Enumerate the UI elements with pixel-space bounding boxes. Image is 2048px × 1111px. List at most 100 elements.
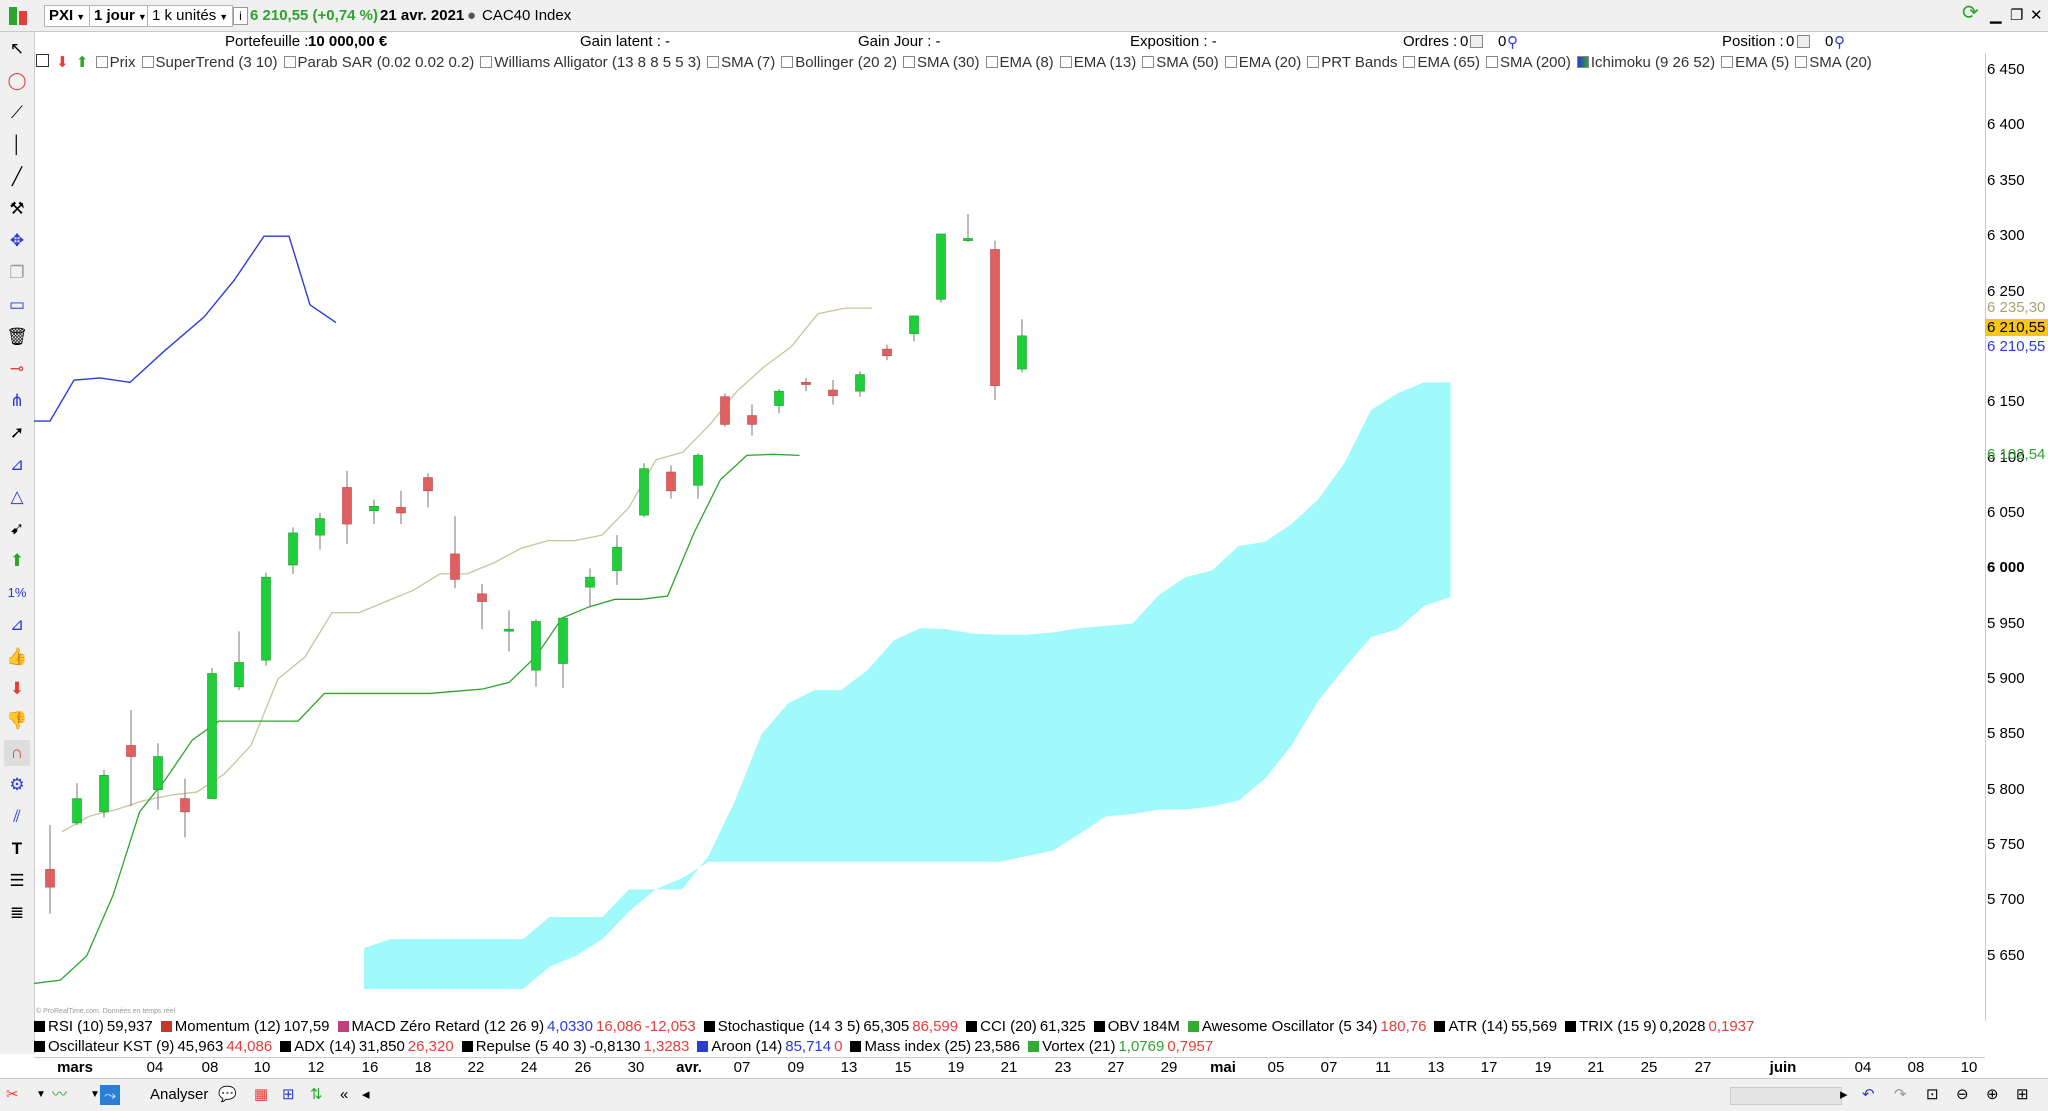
indicator-toggle[interactable]: SMA (50): [1142, 54, 1219, 71]
checkbox-icon[interactable]: [781, 56, 794, 68]
horizontal-line-icon[interactable]: ⊸: [9, 359, 25, 378]
checkbox-icon[interactable]: [95, 56, 108, 68]
indicator-summary[interactable]: CCI (20) 61,325: [966, 1018, 1086, 1035]
down-arrow-tool-icon[interactable]: ⬇: [9, 679, 25, 698]
analyser-button[interactable]: Analyser: [150, 1086, 209, 1103]
indicator-summary[interactable]: Oscillateur KST (9) 45,963 44,086: [34, 1038, 272, 1055]
checkbox-icon[interactable]: [1059, 56, 1072, 68]
magnet-icon[interactable]: ∩: [4, 740, 30, 766]
indicator-toggle[interactable]: Williams Alligator (13 8 8 5 5 3): [480, 54, 701, 71]
indicator-summary[interactable]: RSI (10) 59,937: [34, 1018, 153, 1035]
indicator-summary[interactable]: Mass index (25) 23,586: [850, 1038, 1020, 1055]
cursor-settings-icon[interactable]: ⚙: [9, 775, 25, 794]
indicator-toggle[interactable]: EMA (20): [1224, 54, 1301, 71]
zoom-out-icon[interactable]: ⊖: [1956, 1086, 1969, 1103]
ordres-link-icon[interactable]: ⚲: [1507, 34, 1518, 51]
indicator-summary[interactable]: Awesome Oscillator (5 34) 180,76: [1187, 1018, 1426, 1035]
trade-icon[interactable]: ⇅: [310, 1086, 323, 1103]
indicator-toggle[interactable]: Parab SAR (0.02 0.02 0.2): [283, 54, 474, 71]
checkbox-icon[interactable]: [480, 56, 493, 68]
chart-type-caret-icon[interactable]: ▼: [90, 1089, 100, 1100]
app-menu-icon[interactable]: [6, 4, 30, 26]
period-select[interactable]: 1 jour ▼: [89, 5, 152, 27]
vertical-line-icon[interactable]: │: [11, 135, 23, 154]
down-arrow-icon[interactable]: ⬇: [56, 54, 69, 71]
indicator-summary[interactable]: TRIX (15 9) 0,2028 0,1937: [1565, 1018, 1754, 1035]
indicator-summary[interactable]: Momentum (12) 107,59: [160, 1018, 330, 1035]
dropdown-caret-icon[interactable]: ▼: [36, 1089, 46, 1100]
checkbox-icon[interactable]: [985, 56, 998, 68]
triangle-icon[interactable]: △: [10, 487, 24, 506]
indicator-summary[interactable]: Vortex (21) 1,0769 0,7957: [1028, 1038, 1213, 1055]
segment-icon[interactable]: ⟋: [11, 103, 23, 122]
tools-icon[interactable]: ⚒: [9, 199, 25, 218]
ordres-toggle[interactable]: [1470, 35, 1483, 48]
position-link-icon[interactable]: ⚲: [1834, 34, 1845, 51]
ticker-select[interactable]: PXI ▼: [44, 5, 91, 27]
scissors-icon[interactable]: ✂: [6, 1086, 19, 1103]
scroll-right-icon[interactable]: ▸: [1840, 1086, 1848, 1103]
close-icon[interactable]: ✕: [2030, 7, 2043, 24]
screener-icon[interactable]: ⊞: [282, 1086, 295, 1103]
redo-icon[interactable]: ↷: [1894, 1086, 1907, 1103]
percent-icon[interactable]: 1%: [7, 585, 27, 600]
arrow-draw-icon[interactable]: ➹: [9, 519, 25, 538]
checkbox-icon[interactable]: [283, 56, 296, 68]
share-icon[interactable]: ⤳: [100, 1085, 120, 1105]
text-tool-icon[interactable]: T: [11, 839, 23, 858]
horizontal-levels-icon[interactable]: ☰: [9, 871, 25, 890]
scroll-left-icon[interactable]: ◂: [362, 1086, 370, 1103]
checkbox-icon[interactable]: [1142, 56, 1155, 68]
minimize-icon[interactable]: ▁: [1990, 7, 2002, 24]
checkbox-icon[interactable]: [707, 56, 720, 68]
indicator-toggle[interactable]: EMA (5): [1721, 54, 1789, 71]
fibonacci-levels-icon[interactable]: ≣: [9, 903, 25, 922]
scrollbar-thumb[interactable]: [1730, 1087, 1842, 1105]
copy-icon[interactable]: ❐: [9, 263, 25, 282]
comment-icon[interactable]: 💬: [218, 1086, 237, 1103]
zoom-fit-icon[interactable]: ⊡: [1926, 1086, 1939, 1103]
indicator-toggle[interactable]: PRT Bands: [1307, 54, 1397, 71]
indicator-summary[interactable]: ADX (14) 31,850 26,320: [280, 1038, 454, 1055]
indicator-toggle[interactable]: Ichimoku (9 26 52): [1576, 54, 1715, 71]
pitchfork-icon[interactable]: ⫽: [13, 807, 21, 826]
indicator-toggle[interactable]: SMA (200): [1485, 54, 1571, 71]
move-icon[interactable]: ✥: [9, 231, 25, 250]
checkbox-icon[interactable]: [902, 56, 915, 68]
restore-icon[interactable]: ❐: [2010, 7, 2024, 24]
indicator-summary[interactable]: ATR (14) 55,569: [1434, 1018, 1557, 1035]
thumbs-down-icon[interactable]: 👎: [6, 711, 28, 730]
indicator-toggle[interactable]: SuperTrend (3 10): [141, 54, 278, 71]
date-axis[interactable]: [34, 1057, 1985, 1078]
checkbox-icon[interactable]: [1721, 56, 1734, 68]
up-arrow-icon[interactable]: ⬆: [75, 54, 89, 71]
position-toggle[interactable]: [1797, 35, 1810, 48]
indicator-toggle[interactable]: EMA (65): [1403, 54, 1480, 71]
fibonacci-fan-icon[interactable]: ⋔: [9, 391, 25, 410]
collapse-icon[interactable]: «: [340, 1086, 349, 1103]
checkbox-icon[interactable]: [1307, 56, 1320, 68]
cursor-icon[interactable]: ↖: [9, 39, 25, 58]
undo-icon[interactable]: ↶: [1862, 1086, 1875, 1103]
up-arrow-tool-icon[interactable]: ⬆: [9, 551, 25, 570]
refresh-icon[interactable]: ⟳: [1962, 2, 1979, 24]
ellipse-icon[interactable]: ◯: [7, 71, 27, 90]
indicator-summary[interactable]: Aroon (14) 85,714 0: [697, 1038, 842, 1055]
price-chart[interactable]: © ProRealTime.com. Données en temps réel: [34, 53, 1985, 1018]
arrow-icon[interactable]: ➚: [9, 423, 25, 442]
indicator-toggle[interactable]: SMA (30): [902, 54, 980, 71]
checkbox-icon[interactable]: [1485, 56, 1498, 68]
calculator-icon[interactable]: ▦: [254, 1086, 269, 1103]
indicator-toggle[interactable]: Bollinger (20 2): [781, 54, 897, 71]
indicator-summary[interactable]: Repulse (5 40 3) -0,8130 1,3283: [461, 1038, 689, 1055]
checkbox-icon[interactable]: [1576, 56, 1589, 68]
window-icon[interactable]: [36, 54, 49, 67]
trendline-icon[interactable]: ╱: [11, 167, 23, 186]
indicator-toggle[interactable]: EMA (8): [985, 54, 1054, 71]
zoom-in-icon[interactable]: ⊕: [1986, 1086, 1999, 1103]
price-axis[interactable]: [1985, 53, 2048, 1021]
indicator-toggle[interactable]: Prix: [95, 54, 136, 71]
checkbox-icon[interactable]: [1795, 56, 1808, 68]
rectangle-icon[interactable]: ▭: [8, 295, 26, 314]
indicator-toggle[interactable]: SMA (7): [707, 54, 775, 71]
